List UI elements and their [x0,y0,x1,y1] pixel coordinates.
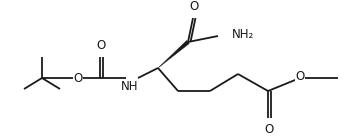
Text: O: O [189,0,199,13]
Text: O: O [96,39,105,52]
Polygon shape [158,40,189,68]
Text: NH₂: NH₂ [232,27,254,40]
Text: O: O [295,71,305,83]
Text: NH: NH [121,80,139,93]
Text: O: O [264,123,274,136]
Text: O: O [73,71,82,84]
